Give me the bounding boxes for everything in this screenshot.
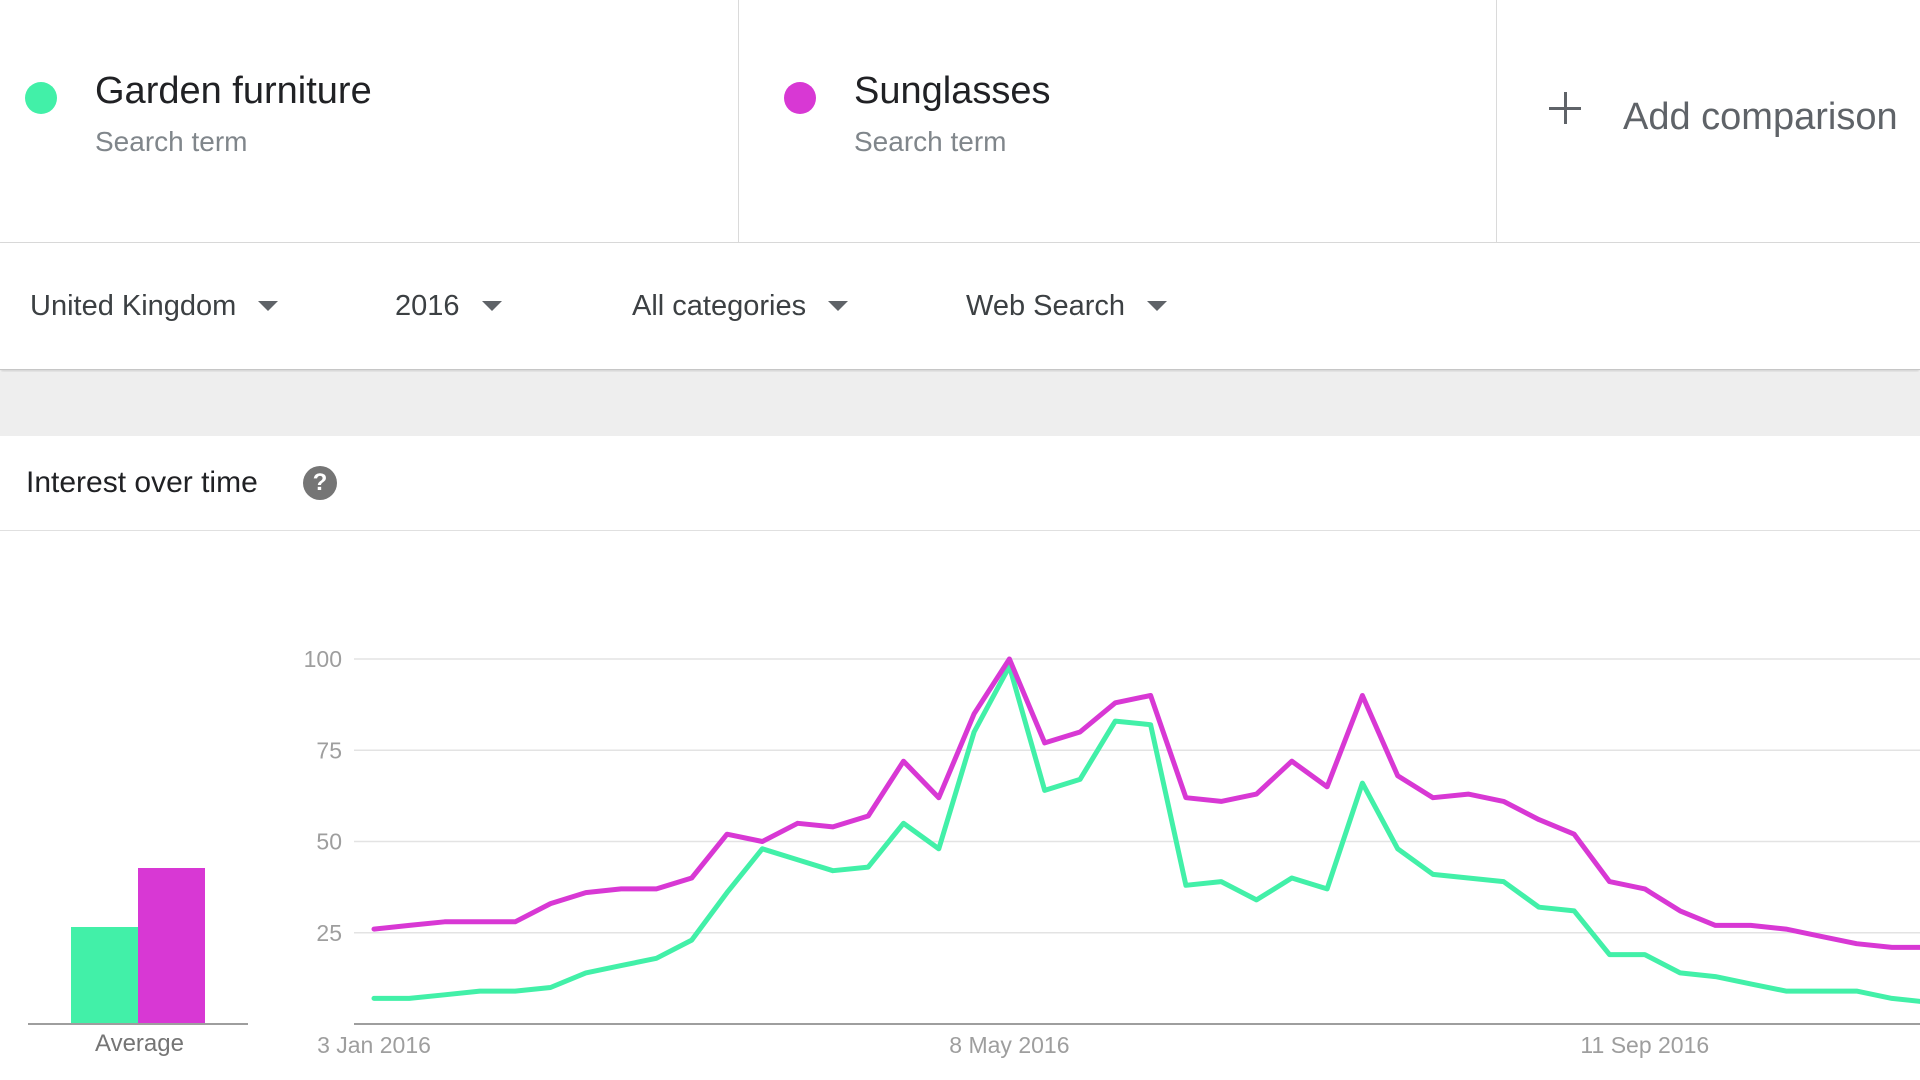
average-baseline — [28, 1023, 248, 1025]
series-color-dot — [784, 82, 816, 114]
y-tick-label: 25 — [316, 920, 342, 946]
dropdown-caret-icon — [258, 301, 279, 311]
region-dropdown[interactable]: United Kingdom — [30, 286, 279, 326]
interest-over-time-header: Interest over time — [0, 436, 1920, 531]
average-chart: Average — [0, 530, 260, 1080]
search-type-value: Web Search — [966, 289, 1126, 322]
dropdown-caret-icon — [828, 301, 849, 311]
average-label: Average — [95, 1030, 184, 1057]
y-tick-label: 100 — [304, 646, 342, 672]
search-type-dropdown[interactable]: Web Search — [966, 286, 1168, 326]
y-tick-label: 50 — [316, 829, 342, 855]
average-bar-sunglasses[interactable] — [138, 867, 205, 1023]
x-tick-label: 11 Sep 2016 — [1580, 1032, 1709, 1058]
dropdown-caret-icon — [1147, 301, 1168, 311]
dropdown-caret-icon — [481, 301, 502, 311]
category-value: All categories — [632, 289, 807, 322]
search-term-card-sunglasses[interactable]: Sunglasses Search term — [739, 0, 1497, 242]
time-period-value: 2016 — [395, 289, 460, 322]
panel-title: Interest over time — [26, 466, 258, 499]
search-terms-bar: Garden furniture Search term Sunglasses … — [0, 0, 1920, 243]
series-line-sunglasses[interactable] — [371, 656, 1920, 950]
add-comparison-label: Add comparison — [1623, 96, 1898, 138]
plus-icon — [1549, 92, 1581, 124]
add-comparison-button[interactable]: Add comparison — [1497, 0, 1920, 242]
search-term-name[interactable]: Garden furniture — [95, 70, 372, 112]
filter-bar: United Kingdom 2016 All categories Web S… — [0, 243, 1920, 370]
y-tick-label: 75 — [316, 737, 342, 763]
average-bar-garden-furniture[interactable] — [71, 927, 138, 1023]
interest-over-time-chart: 25 50 75 100 3 Jan 2016 8 May 2016 11 Sep 2016 — [304, 646, 1920, 1058]
x-tick-label: 8 May 2016 — [949, 1032, 1069, 1058]
search-term-card-garden-furniture[interactable]: Garden furniture Search term — [0, 0, 739, 242]
series-color-dot — [25, 82, 57, 114]
series-line-garden-furniture[interactable] — [371, 663, 1920, 1004]
x-tick-label: 3 Jan 2016 — [317, 1032, 431, 1058]
search-term-name[interactable]: Sunglasses — [854, 70, 1051, 112]
section-divider-band — [0, 372, 1920, 436]
help-icon[interactable]: ? — [303, 466, 337, 500]
search-term-type: Search term — [854, 126, 1007, 157]
region-value: United Kingdom — [30, 289, 237, 322]
search-term-type: Search term — [95, 126, 248, 157]
category-dropdown[interactable]: All categories — [632, 286, 849, 326]
time-period-dropdown[interactable]: 2016 — [395, 286, 502, 326]
